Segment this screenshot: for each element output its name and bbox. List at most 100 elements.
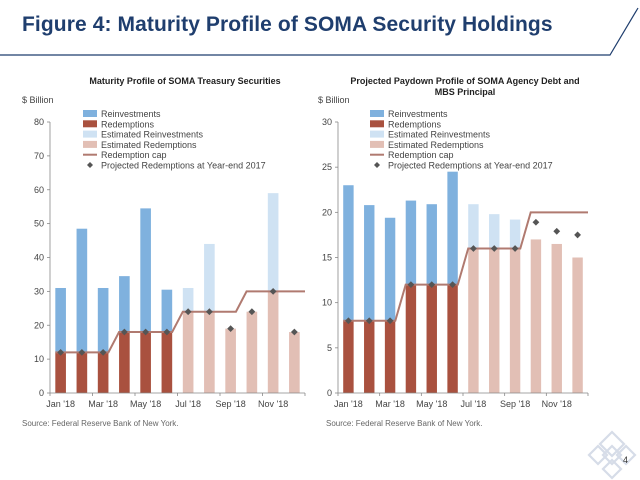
bar-redemptions	[364, 320, 375, 393]
redemption-cap-line	[55, 290, 305, 354]
bar-estimated-reinvestments	[182, 287, 194, 312]
bar-reinvestments	[384, 217, 396, 321]
bar-redemptions	[426, 284, 437, 393]
y-unit-label-agency-mbs: $ Billion	[318, 95, 350, 105]
projected-point	[532, 218, 540, 226]
x-tick-label: Mar '18	[88, 399, 118, 409]
legend-label: Redemption cap	[101, 150, 167, 160]
bar-redemptions	[140, 332, 151, 393]
bar-estimated-redemptions	[204, 311, 215, 393]
bar-reinvestments	[76, 228, 88, 353]
x-tick-label: May '18	[130, 399, 161, 409]
projected-point	[470, 245, 477, 252]
bar-estimated-redemptions	[551, 243, 562, 393]
projected-point	[407, 281, 415, 288]
projected-point	[490, 245, 498, 252]
page-number: 4	[622, 455, 628, 465]
x-tick-label: Jan '18	[334, 399, 363, 409]
projected-point	[78, 348, 86, 356]
bar-reinvestments	[426, 204, 437, 285]
bar-estimated-redemptions	[468, 248, 479, 393]
bar-estimated-reinvestments	[204, 243, 215, 312]
bar-estimated-redemptions	[289, 332, 300, 393]
bar-redemptions	[343, 320, 354, 393]
y-tick-label: 20	[322, 207, 332, 217]
bar-redemptions	[384, 320, 396, 393]
x-tick-label: Jan '18	[46, 399, 75, 409]
x-tick-label: Sep '18	[216, 399, 246, 409]
treasury-chart: 0 10 20 30 40 50 60 70 80 Jan '18 Mar '18 May '18 Ju…	[34, 109, 306, 409]
legend-swatch	[370, 140, 384, 148]
bar-reinvestments	[405, 200, 417, 285]
bar-estimated-redemptions	[572, 257, 583, 393]
projected-point	[553, 227, 561, 235]
bar-estimated-redemptions	[267, 291, 279, 393]
y-tick-label: 15	[322, 253, 332, 263]
legend-label: Reinvestments	[101, 109, 161, 119]
projected-point	[290, 328, 298, 336]
bar-estimated-redemptions	[509, 248, 521, 393]
bar-redemptions	[97, 352, 109, 393]
projected-point	[386, 317, 394, 325]
bar-redemptions	[161, 332, 173, 393]
bar-estimated-reinvestments	[468, 204, 479, 249]
page-title: Figure 4: Maturity Profile of SOMA Secur…	[22, 13, 553, 36]
x-tick-label: Nov '18	[542, 399, 572, 409]
bar-reinvestments	[140, 208, 151, 333]
projected-point	[184, 308, 192, 316]
bar-reinvestments	[364, 205, 375, 321]
legend-swatch	[370, 120, 384, 128]
legend-diamond	[374, 162, 380, 168]
agency-mbs-chart: 0 5 10 15 20 25 30 Jan '18 Mar '18 May '18 Jul '18…	[322, 109, 589, 409]
legend-label: Estimated Redemptions	[388, 140, 484, 150]
bar-redemptions	[447, 284, 458, 393]
legend-label: Estimated Reinvestments	[101, 130, 204, 140]
projected-point	[345, 317, 352, 325]
projected-point	[574, 231, 581, 239]
x-tick-label: Jul '18	[461, 399, 487, 409]
projected-point	[205, 308, 213, 316]
projected-point	[365, 317, 373, 325]
bar-reinvestments	[119, 276, 130, 333]
redemption-cap-line	[343, 211, 588, 322]
chart-title-agency-mbs: Projected Paydown Profile of SOMA Agency…	[350, 76, 580, 97]
bar-reinvestments	[161, 289, 173, 333]
y-tick-label: 0	[39, 388, 44, 398]
projected-point	[269, 287, 277, 295]
bar-estimated-redemptions	[489, 248, 500, 393]
legend-swatch	[83, 110, 97, 117]
bar-redemptions	[55, 352, 66, 393]
y-tick-label: 25	[322, 162, 332, 172]
legend-swatch	[83, 120, 97, 128]
projected-point	[163, 328, 171, 336]
bar-reinvestments	[97, 287, 109, 353]
bar-estimated-reinvestments	[509, 219, 521, 249]
bar-estimated-redemptions	[225, 328, 236, 393]
projected-point	[142, 328, 150, 336]
y-unit-label-treasury: $ Billion	[22, 95, 54, 105]
legend-swatch	[83, 130, 97, 138]
bar-redemptions	[405, 284, 417, 393]
y-tick-label: 0	[327, 388, 332, 398]
projected-point	[248, 308, 256, 316]
legend-swatch	[83, 140, 97, 148]
source-note-agency-mbs: Source: Federal Reserve Bank of New York…	[326, 419, 483, 428]
legend-label: Estimated Redemptions	[101, 140, 197, 150]
projected-point	[57, 348, 65, 356]
bar-redemptions	[119, 332, 130, 393]
projected-point	[99, 348, 107, 356]
legend-label: Redemptions	[388, 119, 442, 129]
bar-estimated-reinvestments	[267, 193, 279, 292]
legend-swatch	[370, 130, 384, 138]
y-tick-label: 40	[34, 253, 44, 263]
bar-redemptions	[76, 352, 88, 393]
legend-swatch	[370, 110, 384, 117]
projected-point	[511, 245, 519, 252]
logo-icon	[587, 430, 637, 480]
y-tick-label: 80	[34, 117, 44, 127]
projected-point	[449, 281, 456, 288]
x-tick-label: Mar '18	[375, 399, 405, 409]
y-tick-label: 60	[34, 185, 44, 195]
y-tick-label: 20	[34, 320, 44, 330]
